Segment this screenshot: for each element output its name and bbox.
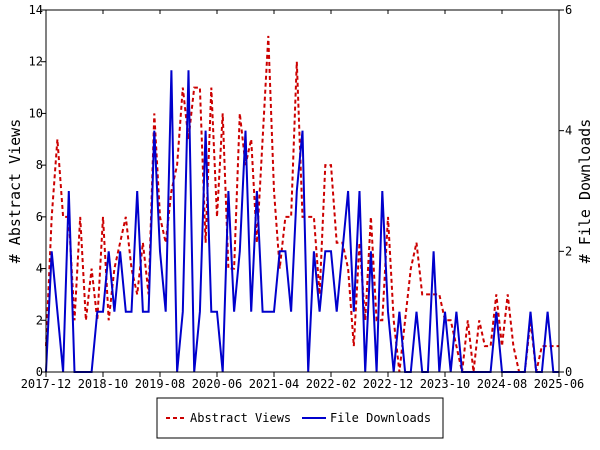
x-tick-label: 2022-12	[363, 377, 414, 391]
x-tick-label: 2019-08	[135, 377, 186, 391]
x-tick-label: 2018-10	[78, 377, 129, 391]
x-axis-ticks: 2017-12 2018-10 2019-08 2020-06 2021-04 2022-…	[21, 10, 585, 391]
legend-box	[156, 397, 444, 439]
legend-label-abstract-views: Abstract Views	[190, 411, 291, 425]
right-tick-label: 2	[565, 244, 572, 258]
plot-frame	[45, 9, 560, 373]
left-tick-label: 14	[29, 3, 43, 17]
x-tick-label: 2021-04	[249, 377, 300, 391]
left-tick-label: 10	[29, 106, 43, 120]
series-line-abstract-views	[45, 35, 559, 373]
right-tick-label: 4	[565, 124, 572, 138]
left-tick-label: 4	[36, 262, 43, 276]
left-tick-label: 8	[36, 158, 43, 172]
left-axis-title: # Abstract Views	[6, 119, 24, 264]
x-tick-label: 2017-12	[21, 377, 72, 391]
legend: Abstract Views File Downloads	[156, 397, 444, 439]
right-axis-ticks: 0 2 4 6	[559, 3, 572, 379]
left-tick-label: 2	[36, 313, 43, 327]
right-tick-label: 6	[565, 3, 572, 17]
left-axis-ticks: 0 2 4 6 8 10 12 14	[29, 3, 46, 379]
legend-label-file-downloads: File Downloads	[330, 411, 431, 425]
x-tick-label: 2020-06	[192, 377, 243, 391]
left-tick-label: 12	[29, 55, 43, 69]
left-tick-label: 6	[36, 210, 43, 224]
right-tick-label: 0	[565, 365, 572, 379]
x-tick-label: 2022-02	[306, 377, 357, 391]
left-tick-label: 0	[36, 365, 43, 379]
x-tick-label: 2024-08	[477, 377, 528, 391]
x-tick-label: 2025-06	[534, 377, 585, 391]
right-axis-title: # File Downloads	[576, 119, 594, 264]
x-tick-label: 2023-10	[420, 377, 471, 391]
